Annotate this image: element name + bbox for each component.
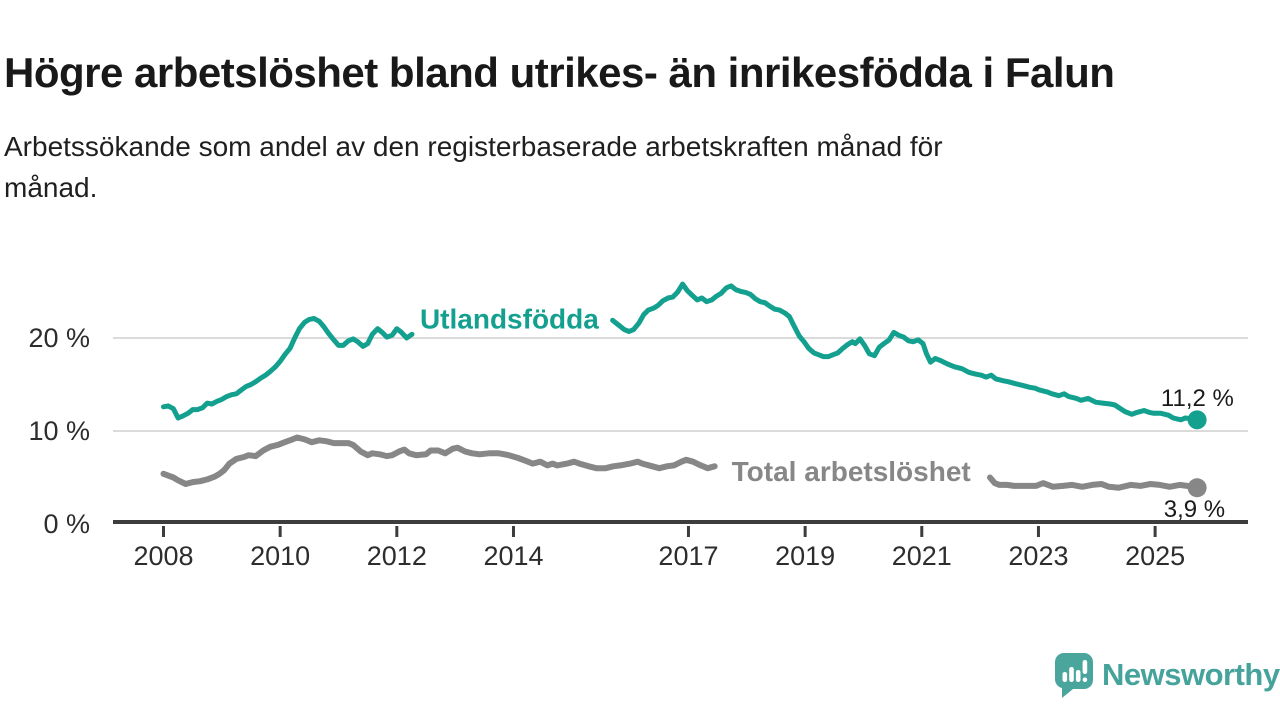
y-tick-label: 20 %: [28, 323, 90, 353]
series-line-utlandsfodda: [610, 281, 1200, 423]
series-line-total: [160, 434, 718, 487]
end-dot-utlandsfodda: [1187, 410, 1207, 430]
chart-subtitle: Arbetssökande som andel av den registerb…: [4, 126, 1224, 208]
series-line-utlandsfodda: [161, 316, 415, 421]
x-tick-label: 2008: [133, 541, 193, 571]
newsworthy-bar-chart-icon: [1055, 653, 1093, 698]
series-line-total: [987, 474, 1201, 491]
series-label-total: Total arbetslöshet: [732, 456, 971, 487]
end-value-label-utlandsfodda: 11,2 %: [1161, 385, 1234, 412]
x-tick-label: 2023: [1008, 541, 1068, 571]
x-tick-label: 2017: [658, 541, 718, 571]
subtitle-line-1: Arbetssökande som andel av den registerb…: [4, 131, 943, 162]
subtitle-line-2: månad.: [4, 172, 98, 203]
x-tick-label: 2014: [483, 541, 543, 571]
x-tick-label: 2021: [892, 541, 952, 571]
newsworthy-wordmark: Newsworthy: [1102, 657, 1280, 692]
y-tick-label: 0 %: [43, 509, 90, 539]
x-tick-label: 2019: [775, 541, 835, 571]
series-label-utlandsfodda: Utlandsfödda: [420, 304, 599, 335]
newsworthy-logo: Newsworthy: [1054, 652, 1280, 708]
x-tick-label: 2025: [1125, 541, 1185, 571]
x-tick-label: 2010: [250, 541, 310, 571]
y-tick-label: 10 %: [28, 416, 90, 446]
end-value-label-total: 3,9 %: [1164, 496, 1225, 523]
end-dot-total: [1187, 478, 1207, 498]
x-tick-label: 2012: [367, 541, 427, 571]
page-title: Högre arbetslöshet bland utrikes- än inr…: [4, 49, 1115, 97]
